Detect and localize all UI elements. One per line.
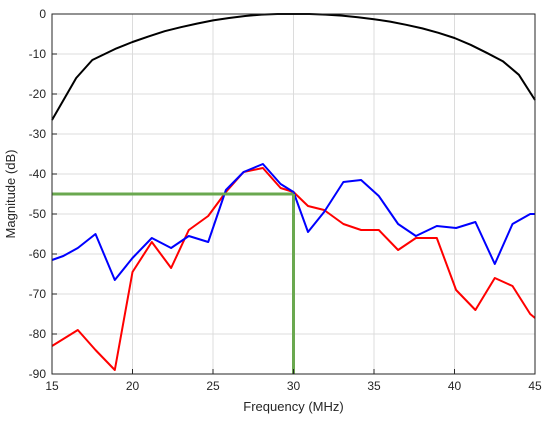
y-tick-label: -50 — [29, 207, 47, 221]
y-tick-label: -60 — [29, 247, 47, 261]
axis-tick-labels: 15 20 25 30 35 40 45 0 -10 -20 -30 -40 -50 -60 -70 -80 -… — [29, 7, 542, 393]
threshold-markers — [52, 192, 295, 374]
y-tick-label: -70 — [29, 287, 47, 301]
y-tick-label: -80 — [29, 327, 47, 341]
red-series-line — [51, 167, 536, 371]
x-tick-label: 25 — [206, 379, 220, 393]
y-tick-label: -10 — [29, 47, 47, 61]
y-tick-label: 0 — [39, 7, 46, 21]
y-axis-title: Magnitude (dB) — [3, 150, 18, 239]
x-tick-label: 30 — [287, 379, 301, 393]
x-tick-label: 20 — [126, 379, 140, 393]
x-tick-label: 45 — [528, 379, 542, 393]
blue-series-line — [51, 163, 535, 281]
x-axis-title: Frequency (MHz) — [243, 399, 343, 414]
y-tick-label: -20 — [29, 87, 47, 101]
x-tick-label: 35 — [367, 379, 381, 393]
y-tick-label: -30 — [29, 127, 47, 141]
y-tick-label: -40 — [29, 167, 47, 181]
y-tick-label: -90 — [29, 367, 47, 381]
x-tick-label: 40 — [448, 379, 462, 393]
x-tick-label: 15 — [45, 379, 59, 393]
